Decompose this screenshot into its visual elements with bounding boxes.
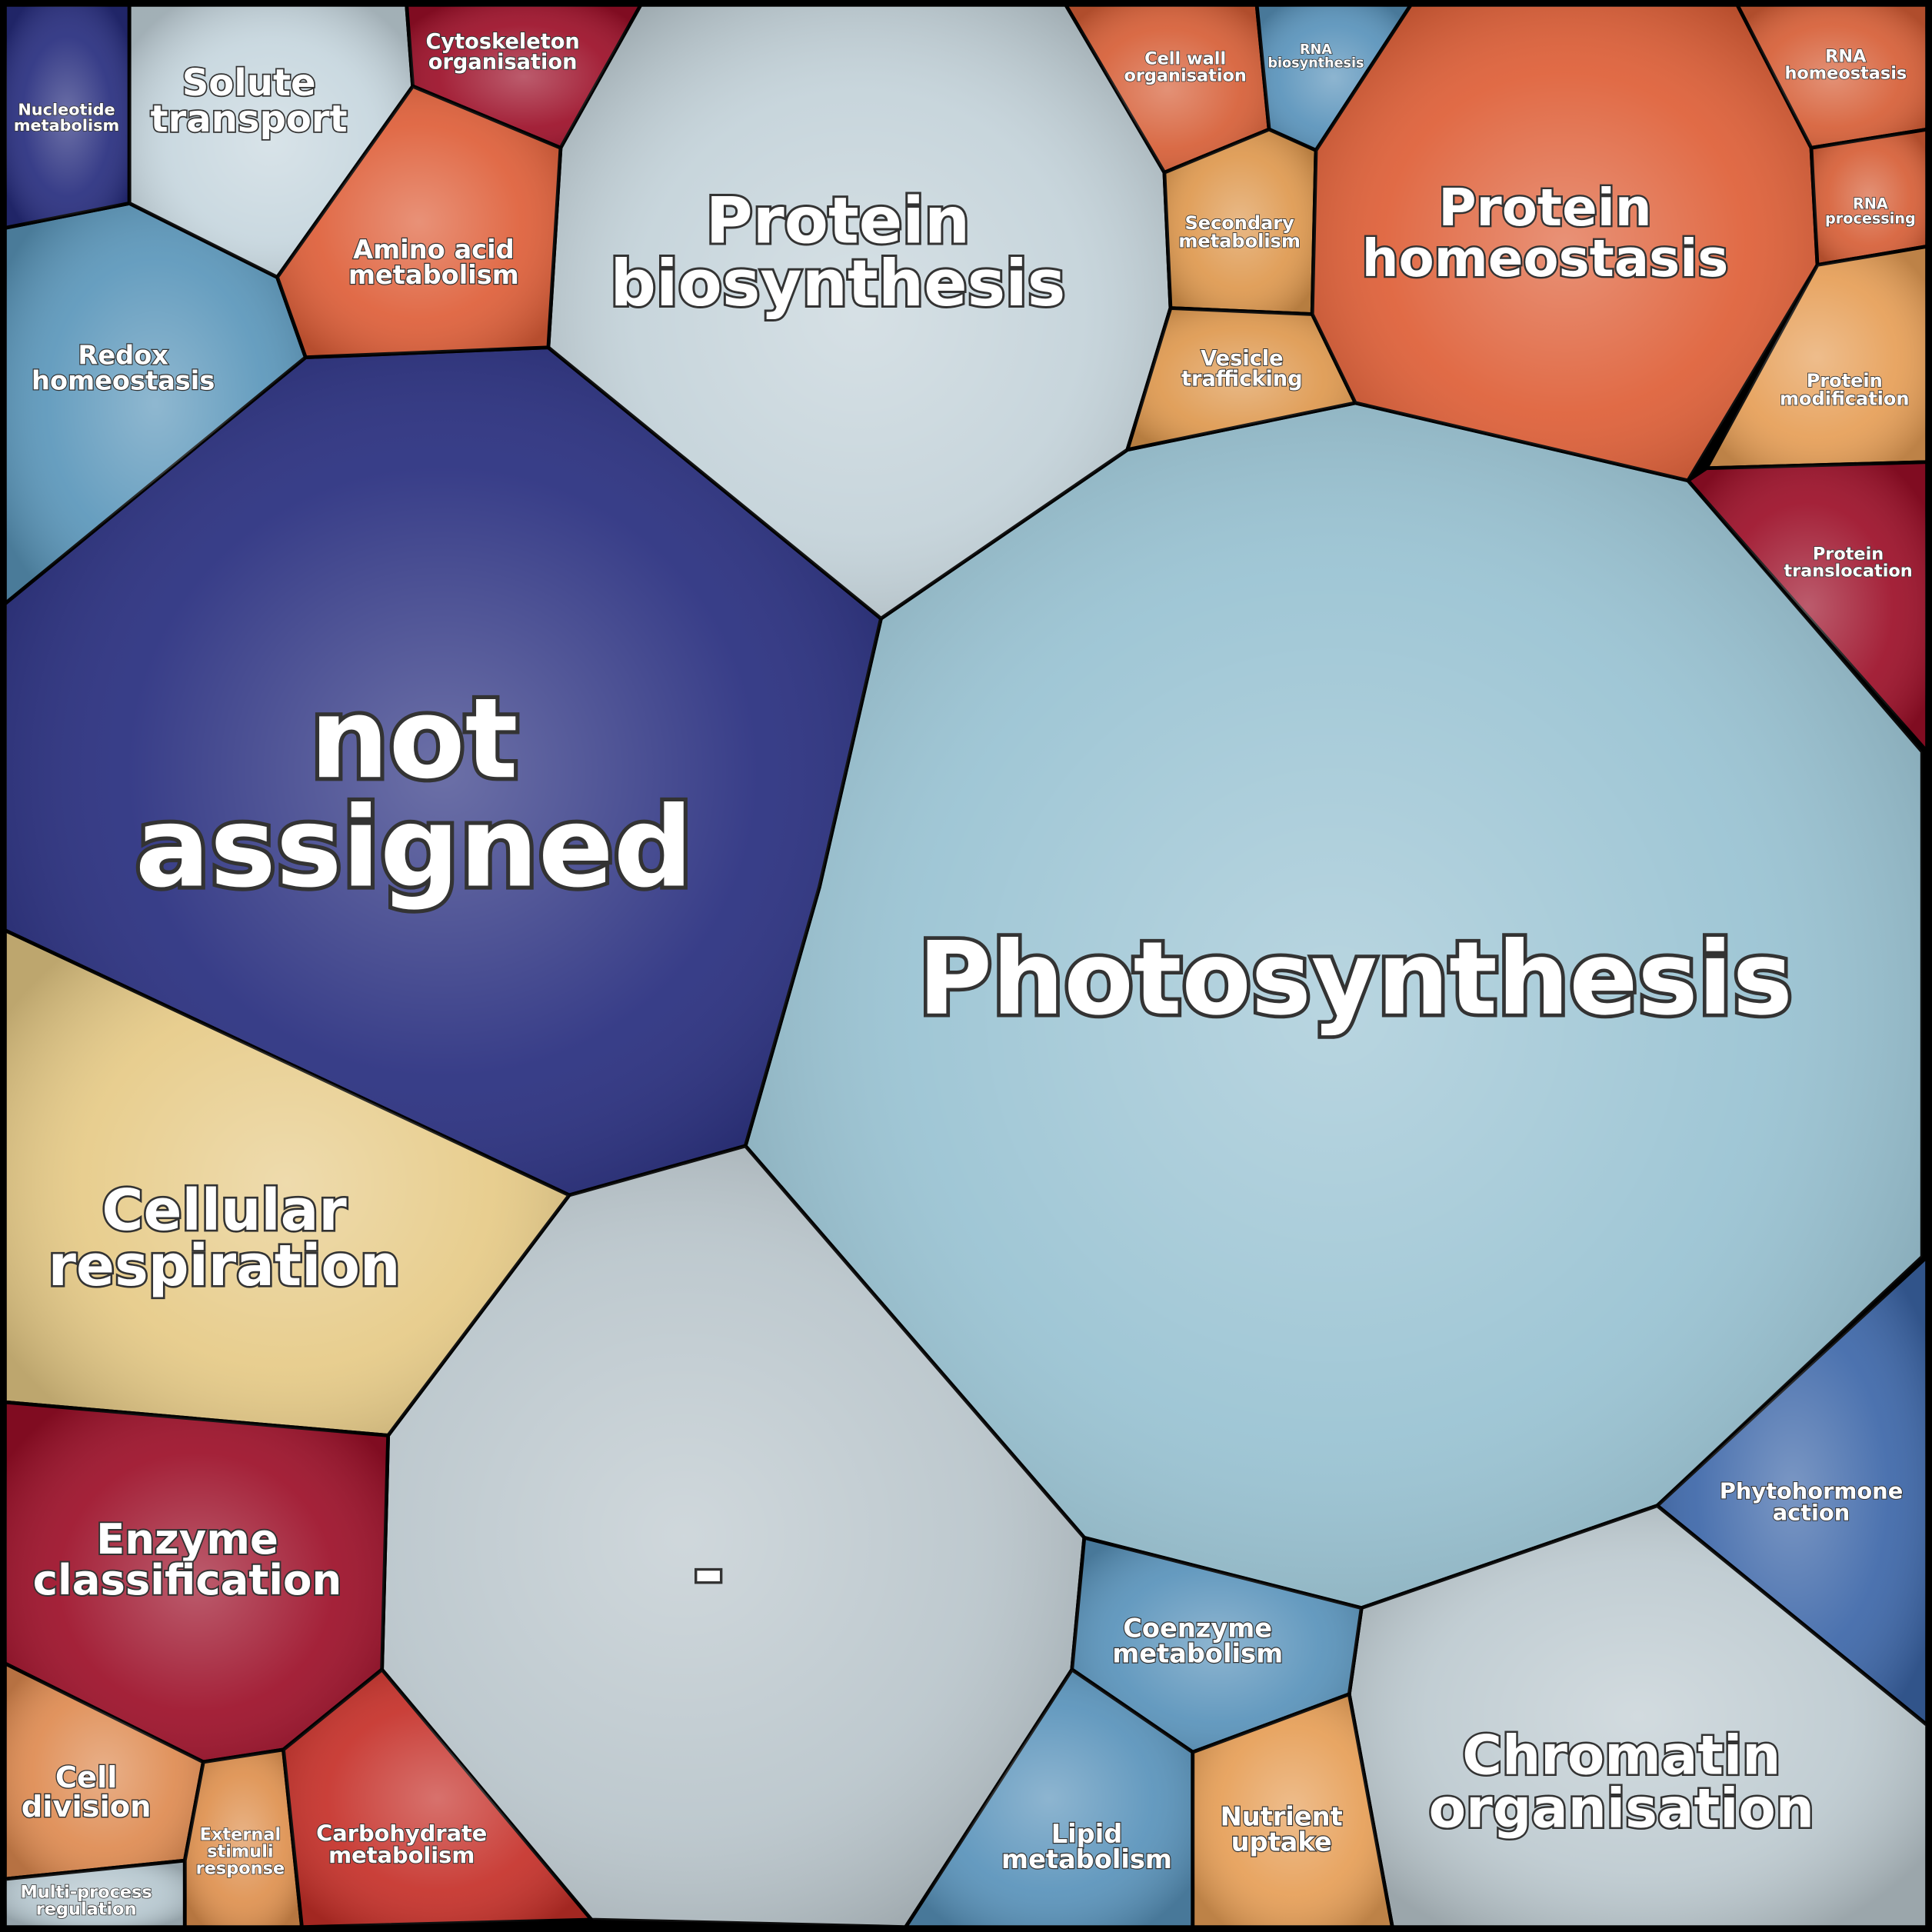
cell-label: Coenzyme (1123, 1614, 1272, 1644)
cell-label: Multi-process (21, 1882, 152, 1902)
cell-label: Redox (78, 341, 168, 371)
cell-shading (185, 1749, 302, 1927)
cell-shading (745, 402, 1923, 1608)
cell-shading (1065, 5, 1270, 173)
cell-label: RNA (1300, 42, 1332, 58)
cell-shading (5, 1663, 204, 1880)
cell-label: Vesicle (1201, 347, 1283, 371)
cell-label: Solute (182, 62, 316, 105)
labels: PhotosynthesisnotassignedProteinbiosynth… (13, 29, 1917, 1920)
cell-shading (1706, 246, 1927, 468)
cell-label: Cytoskeleton (425, 30, 579, 54)
cell-label: respiration (48, 1234, 401, 1299)
cell-label: External (200, 1824, 281, 1844)
cell-label: stimuli (207, 1841, 273, 1861)
cell-label: action (1773, 1500, 1850, 1526)
cell-label: Protein (1438, 178, 1651, 238)
cell-shading (129, 5, 413, 278)
cell-label: classification (33, 1555, 341, 1604)
cell-label: Protein (1807, 370, 1883, 391)
cell-label: Cell wall (1144, 49, 1226, 69)
cell-shading (5, 347, 881, 1195)
cell-shading (1811, 129, 1927, 265)
cell-shading (5, 5, 130, 228)
cell-shading (277, 86, 561, 358)
cell-label: homeostasis (1362, 228, 1729, 288)
cell-label: not (310, 675, 518, 804)
cell-label: Cellular (102, 1178, 347, 1244)
cell-label: modification (1780, 388, 1910, 410)
cell-label: transport (151, 98, 348, 141)
cell-label: homeostasis (1784, 63, 1907, 83)
cell-label: Protein (1813, 545, 1884, 565)
cell-label: metabolism (1001, 1844, 1172, 1874)
cell-label: division (22, 1790, 152, 1824)
cell-label: Phytohormone (1720, 1477, 1904, 1504)
cell-label: trafficking (1181, 367, 1303, 391)
cell-shading (5, 1402, 388, 1762)
cell-label: homeostasis (32, 366, 215, 396)
cell-label: Lipid (1051, 1819, 1123, 1849)
cell-label: biosynthesis (1267, 55, 1364, 71)
cell-label: translocation (1784, 561, 1912, 581)
cell-shading (905, 1669, 1193, 1927)
cell-shading (1257, 5, 1411, 151)
cell-shading (5, 930, 570, 1436)
cell-shading (5, 203, 306, 604)
cell-label: RNA (1853, 195, 1888, 213)
cell-label: organisation (428, 51, 578, 75)
cell-label: biosynthesis (610, 246, 1065, 321)
cell-label: Photosynthesis (918, 920, 1793, 1038)
cell-shading (1687, 461, 1927, 752)
cell-shading (1657, 1257, 1927, 1725)
cell-shading (1164, 129, 1316, 315)
cell-label: - (693, 1529, 724, 1615)
cell-label: Enzyme (96, 1514, 278, 1564)
cell-label: processing (1825, 209, 1916, 227)
cell-label: metabolism (1112, 1639, 1283, 1669)
cell-label: assigned (135, 784, 693, 913)
cell-label: Protein (706, 183, 971, 258)
cell-shading (283, 1145, 1084, 1927)
cell-label: regulation (36, 1899, 137, 1919)
cells (3, 3, 1929, 1929)
cell-shading (1127, 308, 1356, 450)
cell-label: organisation (1124, 66, 1246, 86)
cell-shading (1312, 5, 1818, 481)
cell-shading (548, 5, 1171, 619)
cell-shading (283, 1669, 591, 1927)
cell-label: Cell (55, 1760, 118, 1795)
cell-shading (5, 1860, 185, 1927)
cell-shading (406, 5, 641, 148)
cell-label: Chromatin (1462, 1724, 1780, 1787)
cell-label: Amino acid (353, 235, 515, 265)
cell-shading (1071, 1537, 1362, 1753)
cell-label: metabolism (348, 260, 519, 290)
cell-label: metabolism (1178, 231, 1300, 252)
cell-label: Nucleotide (18, 101, 115, 119)
cell-shading (1737, 5, 1927, 148)
cell-label: RNA (1825, 46, 1867, 66)
cell-label: organisation (1429, 1777, 1814, 1840)
cell-label: metabolism (328, 1842, 475, 1868)
cell-label: Secondary (1184, 212, 1294, 234)
cell-shading (1349, 1505, 1927, 1927)
cell-label: metabolism (14, 116, 119, 135)
cell-label: uptake (1231, 1827, 1332, 1857)
cell-label: response (196, 1858, 285, 1878)
cell-label: Carbohydrate (316, 1820, 487, 1847)
cell-shading (1192, 1694, 1393, 1927)
cell-label: Nutrient (1221, 1802, 1343, 1832)
